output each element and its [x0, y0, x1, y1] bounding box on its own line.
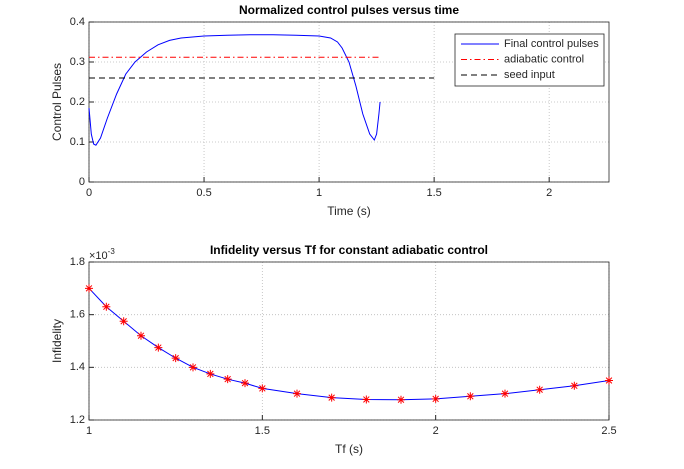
- y-tick-label: 1.8: [70, 256, 85, 268]
- marker: [570, 381, 579, 390]
- x-axis-label: Time (s): [327, 204, 371, 218]
- marker: [154, 343, 163, 352]
- y-axis-label: Infidelity: [50, 319, 64, 363]
- x-axis-label: Tf (s): [335, 442, 363, 456]
- marker: [293, 389, 301, 398]
- marker: [223, 375, 232, 384]
- y-tick-label: 0.4: [70, 16, 85, 28]
- plot-area: [89, 262, 609, 420]
- y-tick-label: 0.3: [70, 56, 85, 68]
- marker: [535, 385, 544, 394]
- y-tick-label: 1.4: [70, 361, 85, 373]
- chart-title: Normalized control pulses versus time: [239, 3, 459, 17]
- x-tick-label: 0.5: [196, 187, 211, 199]
- y-tick-label: 0.1: [70, 136, 85, 148]
- x-tick-label: 2: [433, 425, 439, 437]
- axes-box: [88, 261, 610, 421]
- marker: [397, 395, 405, 404]
- marker: [102, 302, 111, 311]
- marker: [466, 392, 475, 401]
- multiplier-exponent: -3: [108, 247, 116, 256]
- x-tick-label: 1: [316, 187, 322, 199]
- x-tick-label: 1: [86, 425, 92, 437]
- x-tick-label: 2.5: [601, 425, 616, 437]
- marker: [241, 379, 249, 388]
- y-tick-label: 1.2: [70, 414, 85, 426]
- marker: [362, 395, 371, 404]
- marker: [85, 284, 93, 293]
- legend-label: seed input: [504, 69, 555, 81]
- marker: [119, 317, 128, 326]
- marker: [171, 354, 180, 363]
- x-tick-label: 1.5: [255, 425, 270, 437]
- legend-label: Final control pulses: [504, 38, 599, 50]
- y-tick-label: 0: [79, 176, 85, 188]
- axes-box: [88, 21, 610, 183]
- x-tick-label: 0: [86, 187, 92, 199]
- x-tick-label: 2: [546, 187, 552, 199]
- y-tick-label: 0.2: [70, 96, 85, 108]
- axis-multiplier: ×10-3: [89, 247, 115, 262]
- marker: [501, 389, 509, 398]
- y-tick-label: 1.6: [70, 309, 85, 321]
- multiplier-base: ×10: [89, 250, 108, 262]
- marker: [189, 363, 197, 372]
- marker: [327, 393, 336, 402]
- x-tick-label: 1.5: [426, 187, 441, 199]
- marker: [137, 331, 145, 340]
- y-axis-label: Control Pulses: [50, 63, 64, 141]
- series-line: [88, 34, 381, 146]
- legend-label: adiabatic control: [504, 53, 584, 65]
- marker: [258, 384, 267, 393]
- marker: [431, 394, 440, 403]
- marker: [605, 376, 613, 385]
- chart-title: Infidelity versus Tf for constant adiaba…: [210, 243, 488, 257]
- marker: [206, 369, 215, 378]
